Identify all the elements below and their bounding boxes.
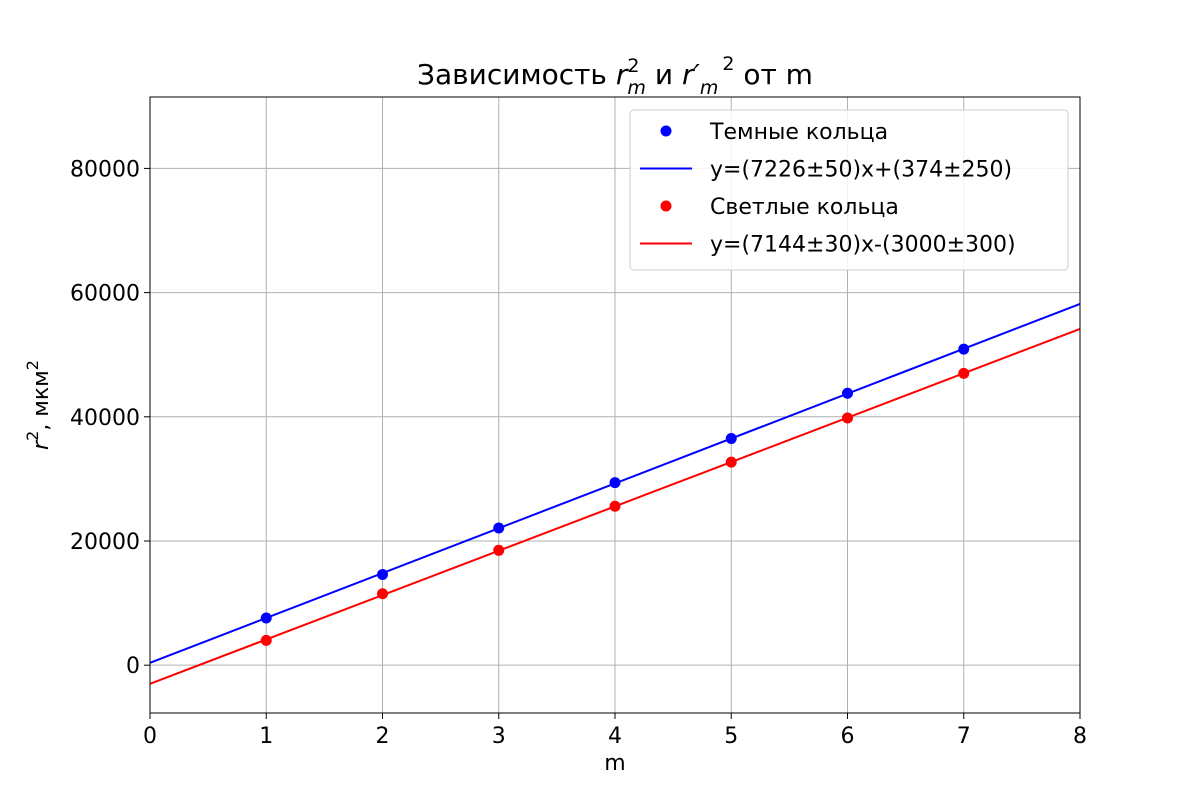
point-2-3 (609, 500, 621, 512)
y-tick-label: 0 (126, 654, 140, 679)
x-tick-label: 3 (492, 724, 506, 749)
y-axis-ticks: 0 20000 40000 60000 80000 (70, 157, 150, 679)
title-sup1: 2 (627, 55, 639, 77)
ylabel-unit-sup: 2 (23, 360, 42, 370)
point-0-0 (260, 612, 272, 624)
legend-point-swatch (660, 200, 672, 212)
point-0-2 (493, 522, 505, 534)
ylabel-rest: , мкм (29, 370, 54, 430)
point-2-4 (725, 456, 737, 468)
legend-label: y=(7226±50)x+(374±250) (710, 158, 1012, 183)
x-tick-label: 1 (259, 724, 273, 749)
x-tick-label: 6 (841, 724, 855, 749)
legend: Темные кольца y=(7226±50)x+(374±250) Светл… (629, 109, 1069, 271)
title-mid: и (646, 58, 682, 91)
point-0-5 (842, 387, 853, 399)
x-tick-label: 4 (608, 724, 622, 749)
legend-label: Темные кольца (709, 120, 888, 145)
y-tick-label: 80000 (70, 157, 140, 182)
title-sub1: m (627, 77, 646, 99)
point-0-3 (609, 477, 621, 489)
x-axis-ticks: 0 1 2 3 4 5 6 7 8 (143, 713, 1087, 749)
x-tick-label: 7 (957, 724, 971, 749)
x-tick-label: 8 (1073, 724, 1087, 749)
data-points (260, 343, 970, 646)
point-0-4 (725, 433, 737, 445)
title-sub2: m (700, 77, 719, 99)
y-tick-label: 20000 (70, 530, 140, 555)
legend-box (629, 109, 1069, 271)
point-2-2 (493, 544, 505, 556)
title-sym2: r (682, 58, 695, 91)
legend-point-swatch (660, 125, 672, 137)
ylabel-sup: 2 (23, 431, 42, 441)
point-2-5 (842, 412, 853, 424)
title-sup2: 2 (722, 53, 734, 75)
title-sym1: r (616, 58, 629, 91)
title-prime: ′ (693, 58, 700, 91)
y-tick-label: 40000 (70, 406, 140, 431)
x-axis-label: m (604, 751, 625, 776)
title-suffix: от m (734, 58, 813, 91)
chart-title: Зависимость r2 m и r′m2 от m (417, 53, 813, 99)
point-0-1 (377, 569, 388, 581)
legend-label: Светлые кольца (710, 195, 899, 220)
point-2-0 (260, 634, 272, 646)
legend-label: y=(7144±30)x-(3000±300) (710, 233, 1016, 258)
x-tick-label: 0 (143, 724, 157, 749)
x-tick-label: 2 (376, 724, 390, 749)
point-2-6 (958, 367, 970, 379)
point-0-6 (958, 343, 970, 355)
title-prefix: Зависимость (417, 58, 616, 91)
ylabel-sym: r (29, 439, 54, 450)
x-tick-label: 5 (724, 724, 738, 749)
point-2-1 (377, 588, 388, 600)
y-tick-label: 60000 (70, 282, 140, 307)
y-axis-label: r2, мкм2 (23, 360, 54, 450)
